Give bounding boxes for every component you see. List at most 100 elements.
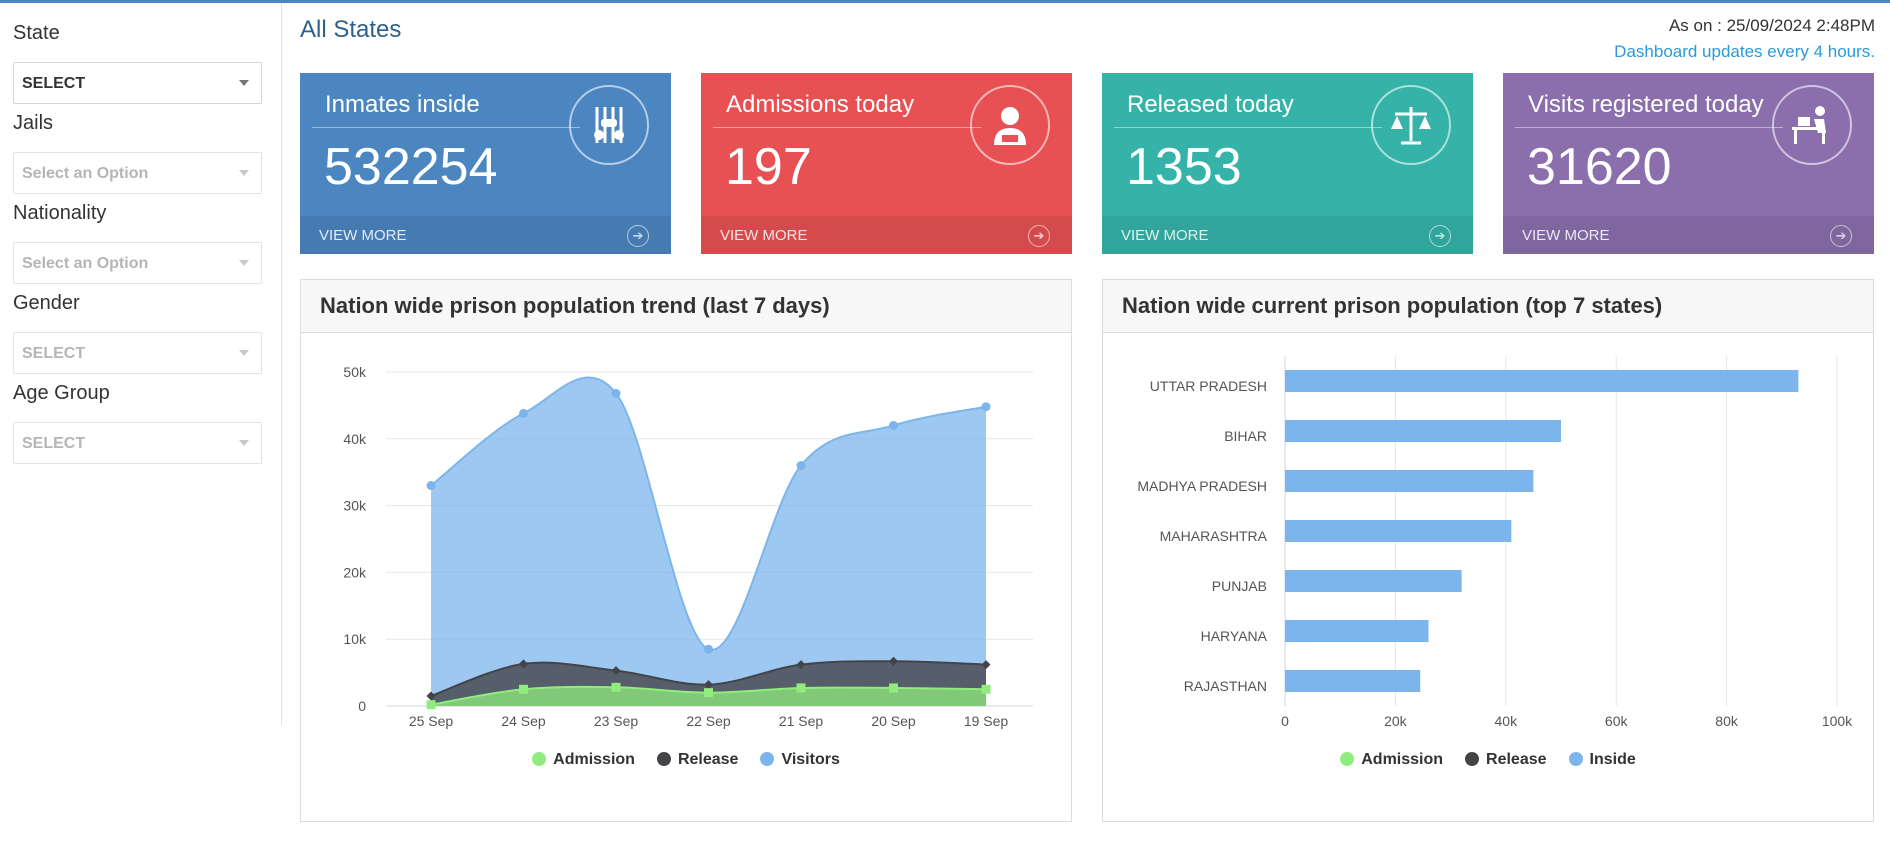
category-label: MAHARASHTRA <box>1160 528 1268 544</box>
legend-marker <box>532 752 547 766</box>
data-point-admission <box>704 688 713 698</box>
y-tick-label: 10k <box>343 631 367 647</box>
bar-madhya-pradesh <box>1285 470 1534 492</box>
view-more-label: VIEW MORE <box>1522 227 1610 244</box>
x-tick-label: 21 Sep <box>779 713 824 729</box>
x-tick-label: 22 Sep <box>686 713 731 729</box>
gender-select[interactable]: SELECT <box>13 332 262 374</box>
view-more-link[interactable]: VIEW MORE ➔ <box>1102 216 1473 254</box>
data-point-admission <box>796 683 806 693</box>
arrow-right-icon: ➔ <box>1028 225 1050 247</box>
bar-maharashtra <box>1285 520 1512 542</box>
legend-item-admission[interactable]: Admission <box>532 751 635 769</box>
line-visitors <box>430 376 987 651</box>
data-point-visitors <box>981 402 991 412</box>
legend-label: Visitors <box>781 751 840 768</box>
area-visitors <box>431 377 986 706</box>
legend-marker <box>656 752 671 766</box>
x-tick-label: 20k <box>1384 713 1408 729</box>
state-select[interactable]: SELECT <box>13 62 262 104</box>
x-tick-label: 24 Sep <box>501 713 546 729</box>
data-point-admission <box>981 684 991 694</box>
y-tick-label: 30k <box>343 498 367 514</box>
data-point-release <box>889 656 898 666</box>
card-label: Inmates inside <box>325 91 480 118</box>
trend-chart-legend: Admission Release Visitors <box>301 751 1071 769</box>
update-frequency-note: Dashboard updates every 4 hours. <box>1614 42 1875 61</box>
category-label: RAJASTHAN <box>1184 678 1267 694</box>
filter-label: Nationality <box>13 202 107 224</box>
arrow-right-icon: ➔ <box>1429 225 1451 247</box>
view-more-link[interactable]: VIEW MORE ➔ <box>1503 216 1874 254</box>
data-point-release <box>519 659 528 669</box>
scales-of-justice-icon <box>1371 85 1451 165</box>
card-label: Admissions today <box>726 91 915 118</box>
data-point-release <box>611 666 621 676</box>
bar-uttar-pradesh <box>1285 370 1799 392</box>
legend-marker <box>1568 752 1583 766</box>
top-accent-line <box>0 0 1890 3</box>
legend-item-release[interactable]: Release <box>656 751 738 769</box>
select-value: SELECT <box>22 345 86 362</box>
legend-label: Release <box>1486 751 1547 768</box>
states-chart-legend: Admission Release Inside <box>1103 751 1873 769</box>
view-more-link[interactable]: VIEW MORE ➔ <box>300 216 671 254</box>
y-tick-label: 50k <box>343 364 367 380</box>
filter-label: Age Group <box>13 382 110 404</box>
trend-area-chart: 0 10k 20k 30k 40k 50k 25 Sep 24 Sep 23 Sep 22 Sep… <box>343 364 1033 729</box>
filter-label: Gender <box>13 292 80 314</box>
bar-rajasthan <box>1285 670 1421 692</box>
view-more-label: VIEW MORE <box>319 227 407 244</box>
select-placeholder: Select an Option <box>22 255 149 272</box>
states-chart-panel: Nation wide current prison population (t… <box>1102 279 1874 822</box>
legend-item-admission[interactable]: Admission <box>1340 751 1443 769</box>
category-label: PUNJAB <box>1212 578 1267 594</box>
category-label: MADHYA PRADESH <box>1137 478 1267 494</box>
jail-bars-icon <box>569 85 649 165</box>
filter-jails: Jails Select an Option <box>13 112 262 194</box>
legend-marker <box>760 752 775 766</box>
legend-label: Admission <box>1361 751 1444 768</box>
jails-select[interactable]: Select an Option <box>13 152 262 194</box>
data-point-admission <box>611 682 621 692</box>
x-tick-label: 0 <box>1281 713 1289 729</box>
filter-state: State SELECT <box>13 22 262 104</box>
x-tick-label: 25 Sep <box>409 713 454 729</box>
view-more-link[interactable]: VIEW MORE ➔ <box>701 216 1072 254</box>
card-label: Released today <box>1127 91 1294 118</box>
legend-item-release[interactable]: Release <box>1465 751 1547 769</box>
admissions-today-card: Admissions today 197 VIEW MORE ➔ <box>701 73 1072 254</box>
select-placeholder: Select an Option <box>22 165 149 182</box>
view-more-label: VIEW MORE <box>1121 227 1209 244</box>
legend-item-visitors[interactable]: Visitors <box>760 751 840 769</box>
legend-marker <box>1340 752 1355 766</box>
as-on-timestamp: As on : 25/09/2024 2:48PM <box>1668 16 1875 35</box>
y-tick-label: 0 <box>358 698 366 714</box>
legend-item-inside[interactable]: Inside <box>1568 751 1636 769</box>
filter-nationality: Nationality Select an Option <box>13 202 262 284</box>
data-point-release <box>426 691 436 701</box>
dropdown-arrow-icon <box>239 80 249 86</box>
x-tick-label: 60k <box>1605 713 1629 729</box>
dropdown-arrow-icon <box>239 170 249 176</box>
card-value: 31620 <box>1527 138 1672 196</box>
card-value: 532254 <box>324 138 498 196</box>
data-point-visitors <box>426 481 436 491</box>
x-tick-label: 19 Sep <box>964 713 1009 729</box>
card-value: 197 <box>725 138 812 196</box>
x-tick-label: 40k <box>1495 713 1519 729</box>
legend-label: Admission <box>553 751 635 768</box>
y-tick-label: 40k <box>343 431 367 447</box>
age-group-select[interactable]: SELECT <box>13 422 262 464</box>
category-label: UTTAR PRADESH <box>1150 378 1267 394</box>
inmates-inside-card: Inmates inside 532254 VIEW MORE ➔ <box>300 73 671 254</box>
category-label: HARYANA <box>1201 628 1268 644</box>
bar-punjab <box>1285 570 1462 592</box>
visitor-desk-icon <box>1772 85 1852 165</box>
x-tick-label: 23 Sep <box>594 713 639 729</box>
x-tick-label: 100k <box>1822 713 1853 729</box>
data-point-release <box>796 660 806 670</box>
card-divider <box>713 127 981 128</box>
nationality-select[interactable]: Select an Option <box>13 242 262 284</box>
legend-label: Inside <box>1589 751 1636 768</box>
